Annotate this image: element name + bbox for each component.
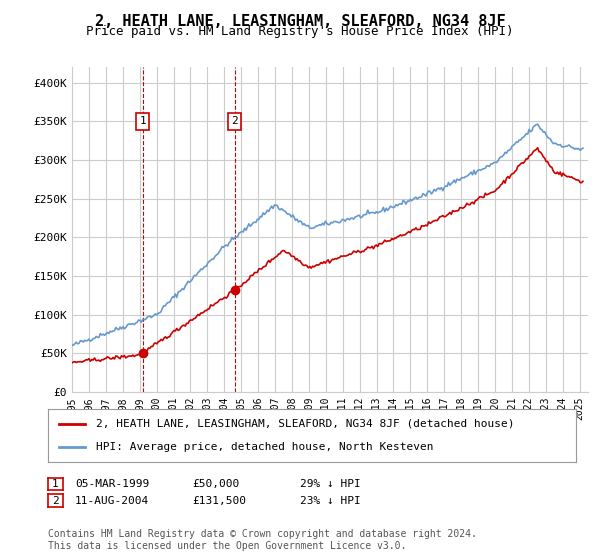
Text: Contains HM Land Registry data © Crown copyright and database right 2024.
This d: Contains HM Land Registry data © Crown c… <box>48 529 477 551</box>
Text: 1: 1 <box>52 479 59 489</box>
Text: 05-MAR-1999: 05-MAR-1999 <box>75 479 149 489</box>
Text: 11-AUG-2004: 11-AUG-2004 <box>75 496 149 506</box>
Text: 2, HEATH LANE, LEASINGHAM, SLEAFORD, NG34 8JF (detached house): 2, HEATH LANE, LEASINGHAM, SLEAFORD, NG3… <box>95 419 514 429</box>
Text: £131,500: £131,500 <box>192 496 246 506</box>
Text: Price paid vs. HM Land Registry's House Price Index (HPI): Price paid vs. HM Land Registry's House … <box>86 25 514 38</box>
Text: £50,000: £50,000 <box>192 479 239 489</box>
Text: HPI: Average price, detached house, North Kesteven: HPI: Average price, detached house, Nort… <box>95 442 433 452</box>
Text: 2, HEATH LANE, LEASINGHAM, SLEAFORD, NG34 8JF: 2, HEATH LANE, LEASINGHAM, SLEAFORD, NG3… <box>95 14 505 29</box>
Text: 2: 2 <box>231 116 238 127</box>
Text: 23% ↓ HPI: 23% ↓ HPI <box>300 496 361 506</box>
Text: 2: 2 <box>52 496 59 506</box>
Text: 29% ↓ HPI: 29% ↓ HPI <box>300 479 361 489</box>
Text: 1: 1 <box>139 116 146 127</box>
